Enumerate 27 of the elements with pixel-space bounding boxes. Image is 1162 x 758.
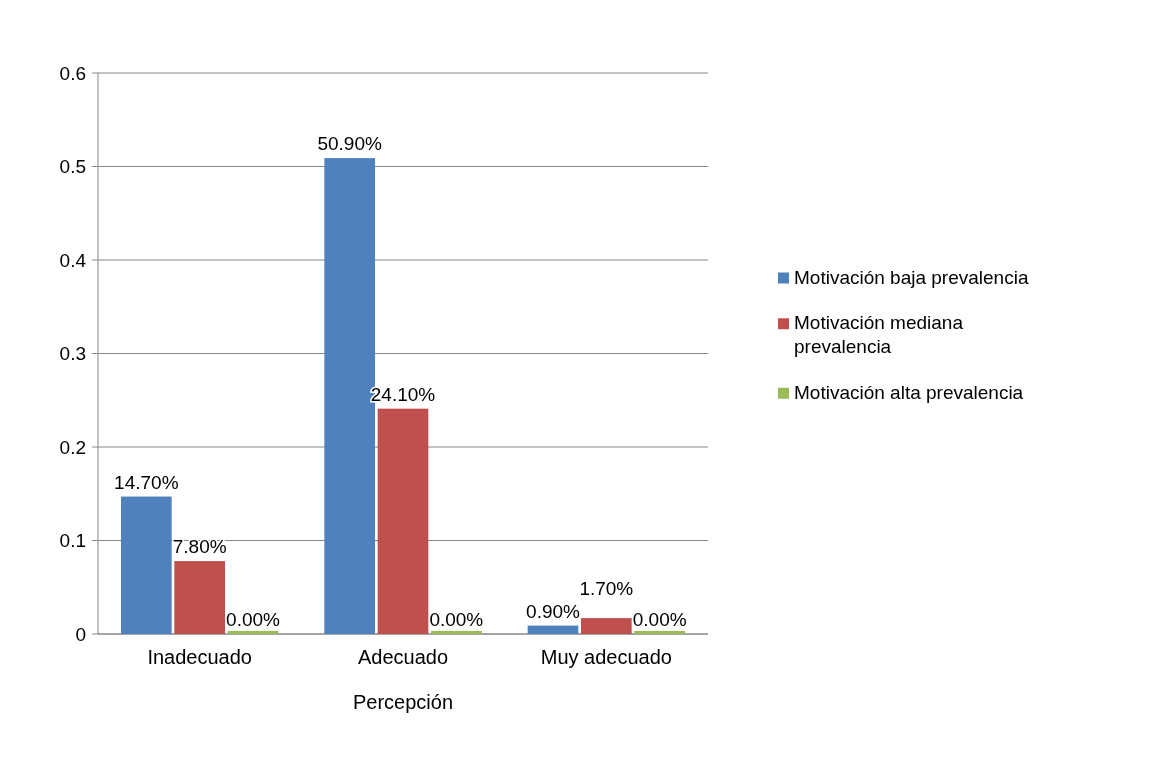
data-label: 7.80% — [172, 536, 227, 558]
legend-label: Motivación mediana prevalencia — [794, 312, 964, 357]
data-label: 0.90% — [526, 600, 581, 622]
bar — [121, 496, 172, 634]
y-tick-label: 0.1 — [59, 530, 86, 552]
y-tick-label: 0.6 — [59, 62, 86, 84]
y-tick-label: 0.3 — [59, 343, 86, 365]
data-label: 0.00% — [226, 609, 281, 630]
data-label: 0.00% — [429, 609, 484, 630]
y-tick-label: 0.5 — [59, 156, 86, 178]
bar — [581, 618, 632, 634]
data-label: 0.00% — [632, 609, 687, 630]
y-tick-label: 0.4 — [59, 249, 87, 271]
x-axis-title: Percepción — [352, 691, 454, 713]
data-label: 50.90% — [317, 133, 382, 155]
legend-label: Motivación baja prevalencia — [794, 266, 1029, 288]
bar — [377, 408, 429, 634]
data-label: 1.70% — [579, 577, 634, 599]
x-tick-label: Adecuado — [357, 646, 449, 668]
bar — [527, 625, 579, 634]
x-tick-label: Muy adecuado — [540, 646, 672, 668]
y-tick-label: 0.2 — [59, 436, 86, 458]
data-label: 14.70% — [114, 471, 179, 493]
bar — [174, 561, 225, 634]
x-tick-label: Inadecuado — [147, 646, 252, 668]
y-tick-label: 0 — [75, 623, 86, 645]
legend-label: Motivación alta prevalencia — [794, 381, 1024, 403]
